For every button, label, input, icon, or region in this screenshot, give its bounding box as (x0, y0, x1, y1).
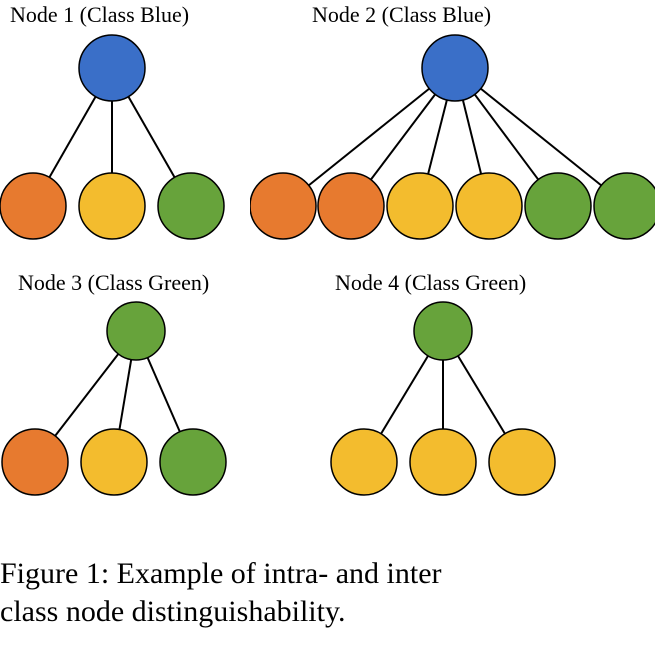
caption-line-2: class node distinguishability. (0, 595, 346, 628)
node2-label: Node 2 (Class Blue) (312, 2, 491, 28)
root-node (107, 302, 165, 360)
caption-line-1: Figure 1: Example of intra- and inter (0, 557, 442, 590)
tree-edge (475, 94, 539, 179)
child-node (160, 429, 226, 495)
node3-tree (0, 296, 230, 501)
node1-label: Node 1 (Class Blue) (10, 2, 189, 28)
tree-edge (463, 100, 481, 174)
child-node (331, 429, 397, 495)
child-node (594, 173, 655, 239)
child-node (81, 429, 147, 495)
child-node (2, 429, 68, 495)
tree-edge (481, 89, 602, 186)
tree-edge (49, 97, 95, 178)
root-node (79, 35, 145, 101)
child-node (489, 429, 555, 495)
figure-caption: Figure 1: Example of intra- and inter cl… (0, 555, 655, 630)
tree-edge (309, 89, 430, 186)
child-node (387, 173, 453, 239)
child-node (0, 173, 66, 239)
child-node (410, 429, 476, 495)
child-node (79, 173, 145, 239)
child-node (250, 173, 316, 239)
tree-edge (55, 354, 118, 436)
tree-edge (428, 100, 447, 174)
child-node (158, 173, 224, 239)
tree-edge (458, 356, 505, 434)
child-node (318, 173, 384, 239)
child-node (525, 173, 591, 239)
tree-edge (128, 97, 174, 178)
node4-label: Node 4 (Class Green) (335, 270, 526, 296)
tree-edge (371, 94, 435, 179)
tree-edge (119, 360, 131, 430)
node1-tree (0, 28, 230, 243)
root-node (414, 302, 472, 360)
tree-edge (148, 358, 180, 432)
root-node (422, 35, 488, 101)
node3-label: Node 3 (Class Green) (18, 270, 209, 296)
node2-tree (250, 28, 655, 243)
node4-tree (320, 296, 580, 501)
tree-edge (381, 356, 428, 434)
child-node (456, 173, 522, 239)
